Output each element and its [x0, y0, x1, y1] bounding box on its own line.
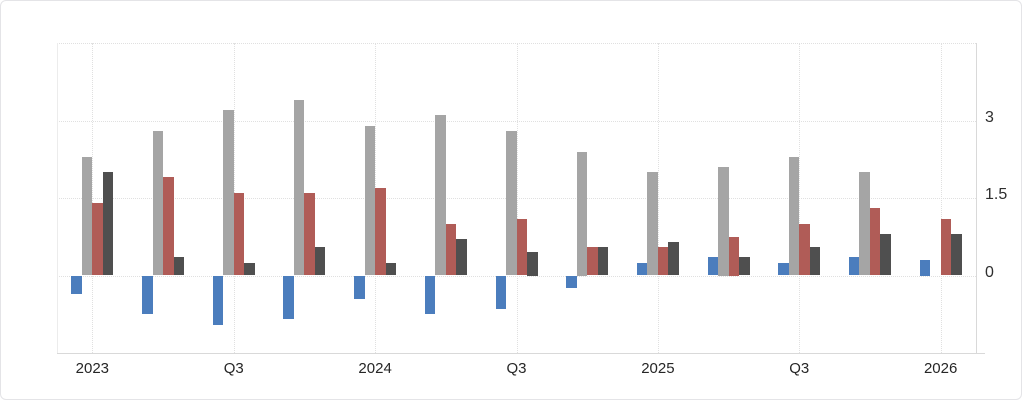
bar-series-gray-2024-Q1[interactable]: [364, 125, 376, 276]
v-gridline-2023: [92, 43, 94, 353]
bar-series-dark-2025-Q2[interactable]: [739, 257, 750, 276]
bar-series-blue-2025-Q4[interactable]: [848, 257, 860, 276]
v-gridline-2026: [940, 43, 942, 353]
x-tick-label-2024-4: 2024: [358, 360, 392, 377]
bar-series-blue-2025-Q2[interactable]: [707, 257, 719, 276]
bar-series-gray-2025-Q3[interactable]: [788, 156, 800, 276]
bar-series-red-2024-Q4[interactable]: [587, 247, 598, 276]
bar-series-dark-2024-Q2[interactable]: [456, 239, 467, 276]
bar-series-gray-2023-Q3[interactable]: [223, 110, 234, 276]
bar-series-red-2024-Q1[interactable]: [375, 187, 386, 276]
bar-series-red-2026-Q1[interactable]: [940, 218, 952, 276]
bar-series-dark-2023-Q4[interactable]: [314, 247, 326, 276]
bar-series-blue-2024-Q3[interactable]: [495, 275, 506, 310]
bar-series-red-2025-Q1[interactable]: [657, 247, 669, 276]
bar-series-dark-2025-Q4[interactable]: [880, 234, 891, 276]
bar-series-blue-2026-Q1[interactable]: [919, 260, 931, 276]
bar-series-red-2025-Q2[interactable]: [728, 236, 740, 276]
y-axis-line: [976, 43, 977, 353]
y-tick-label-1.5: 1.5: [985, 186, 1008, 203]
x-tick-label-Q3-10: Q3: [789, 360, 810, 377]
bar-series-gray-2025-Q1[interactable]: [647, 172, 658, 276]
bar-series-blue-2023-Q4[interactable]: [283, 275, 294, 320]
bar-series-blue-2024-Q2[interactable]: [424, 275, 436, 315]
bar-series-red-2024-Q3[interactable]: [516, 218, 527, 276]
bar-series-blue-2025-Q1[interactable]: [636, 262, 648, 276]
bar-series-dark-2023-Q1[interactable]: [102, 172, 114, 276]
bar-series-dark-2024-Q3[interactable]: [527, 252, 538, 276]
plot-left-border: [57, 43, 58, 353]
x-tick-label-2023-0: 2023: [75, 360, 110, 377]
bar-series-gray-2025-Q4[interactable]: [859, 172, 870, 276]
bar-series-dark-2024-Q4[interactable]: [597, 247, 609, 276]
bar-series-dark-2025-Q1[interactable]: [668, 241, 679, 276]
bar-series-gray-2025-Q2[interactable]: [718, 167, 729, 276]
bar-series-dark-2024-Q1[interactable]: [385, 262, 397, 276]
bar-series-blue-2023-Q1[interactable]: [71, 275, 82, 294]
bar-series-red-2023-Q2[interactable]: [163, 177, 174, 276]
bar-series-blue-2025-Q3[interactable]: [778, 262, 789, 276]
bar-series-gray-2023-Q4[interactable]: [293, 99, 305, 276]
y-tick-label-0: 0: [985, 263, 994, 281]
bar-series-gray-2024-Q3[interactable]: [506, 130, 517, 276]
bar-series-blue-2024-Q4[interactable]: [566, 275, 577, 289]
bar-series-gray-2023-Q1[interactable]: [81, 156, 93, 276]
v-gridline-Q3: [799, 43, 801, 353]
bar-series-red-2025-Q3[interactable]: [799, 223, 810, 276]
bar-series-gray-2023-Q2[interactable]: [152, 130, 164, 276]
bar-series-dark-2023-Q2[interactable]: [173, 257, 185, 276]
x-tick-label-Q3-6: Q3: [506, 360, 527, 377]
y-tick-label-3: 3: [985, 108, 994, 126]
bar-series-blue-2024-Q1[interactable]: [354, 275, 365, 299]
x-tick-label-2026-12: 2026: [923, 360, 958, 377]
bar-series-dark-2023-Q3[interactable]: [244, 262, 255, 276]
bar-series-blue-2023-Q3[interactable]: [212, 275, 224, 325]
x-axis-line: [57, 353, 985, 354]
bar-series-dark-2025-Q3[interactable]: [809, 247, 821, 276]
v-gridline-Q3: [516, 43, 518, 353]
bar-series-red-2025-Q4[interactable]: [869, 208, 881, 276]
bar-series-red-2023-Q3[interactable]: [233, 192, 245, 276]
bar-series-dark-2026-Q1[interactable]: [951, 234, 962, 276]
v-gridline-2025: [657, 43, 659, 353]
x-tick-label-2025-8: 2025: [641, 360, 675, 377]
bar-series-blue-2023-Q2[interactable]: [142, 275, 153, 315]
x-tick-label-Q3-2: Q3: [223, 360, 244, 377]
bar-series-gray-2024-Q4[interactable]: [576, 151, 588, 276]
bar-series-red-2023-Q1[interactable]: [92, 203, 103, 276]
bar-series-red-2024-Q2[interactable]: [445, 223, 457, 276]
bar-series-gray-2024-Q2[interactable]: [435, 115, 446, 276]
bar-series-red-2023-Q4[interactable]: [304, 192, 315, 276]
